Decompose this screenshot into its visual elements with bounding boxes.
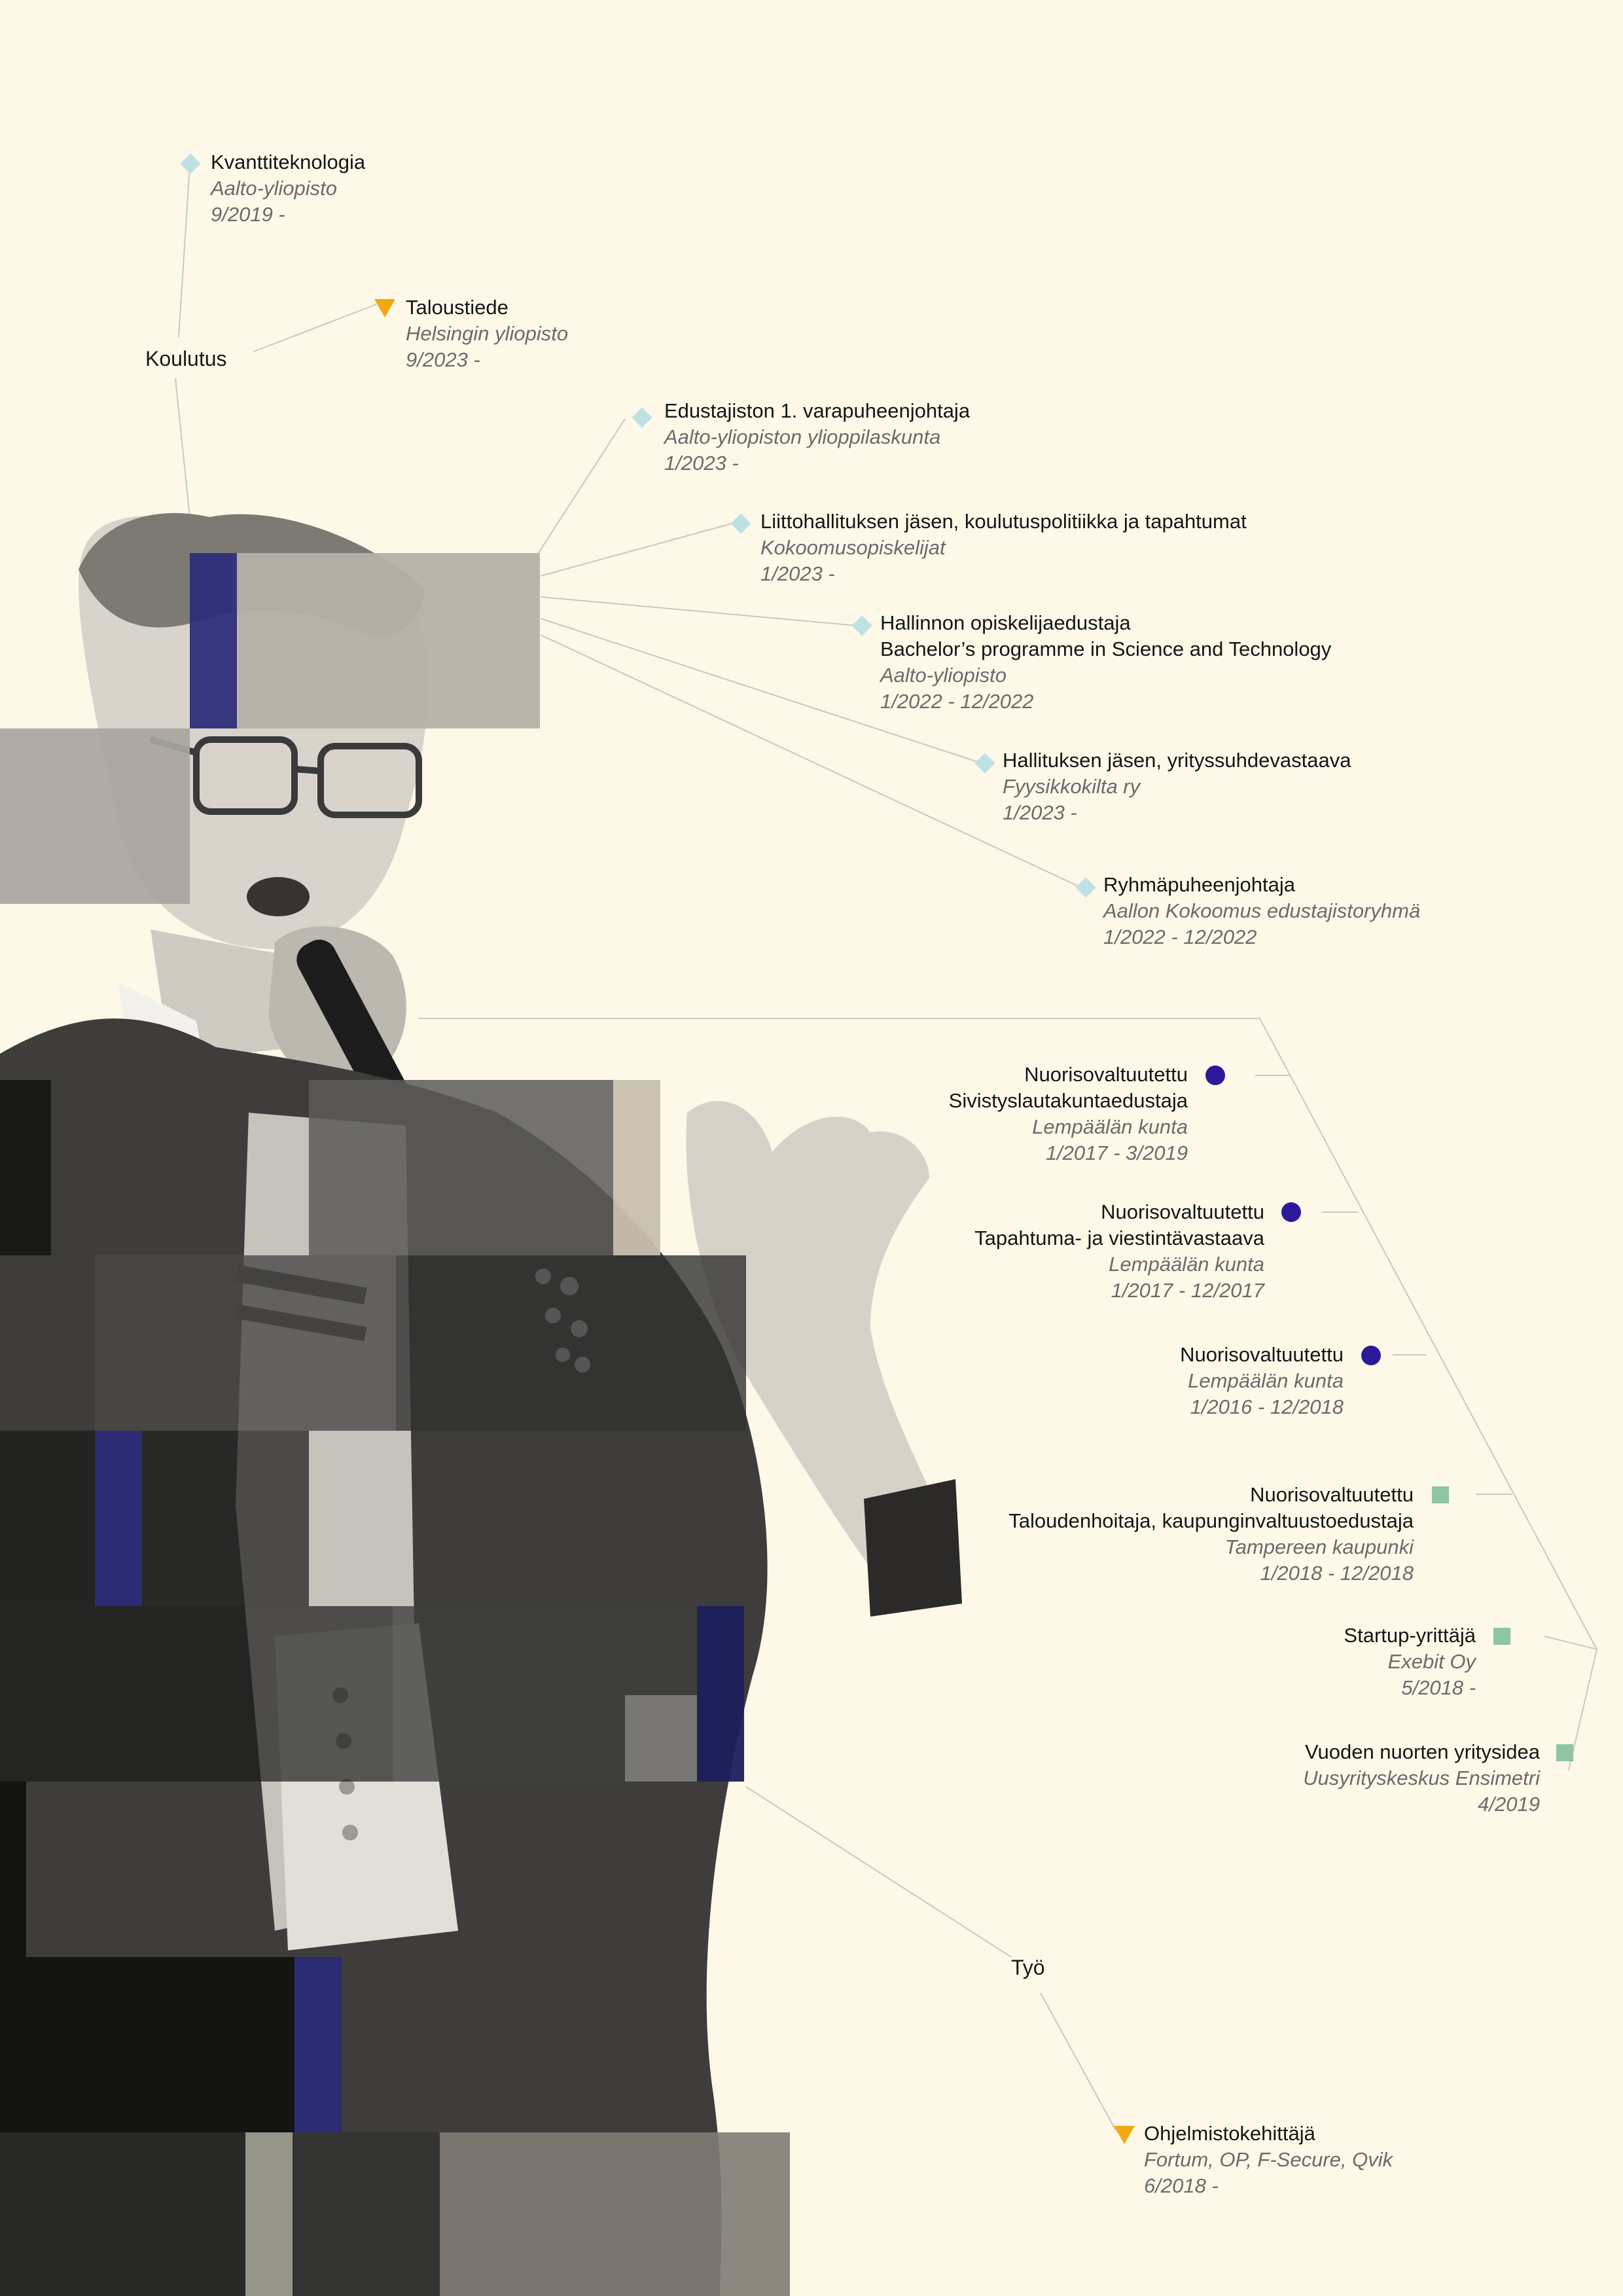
municipal-role-item: Nuorisovaltuutettu Lempäälän kunta 1/201… bbox=[1180, 1342, 1344, 1420]
highlight-triangle-icon bbox=[374, 299, 395, 317]
item-title: Vuoden nuorten yritysidea bbox=[1304, 1740, 1540, 1763]
item-org: Lempäälän kunta bbox=[1188, 1369, 1344, 1392]
item-title: Nuorisovaltuutettu bbox=[1250, 1483, 1414, 1506]
business-role-item: Vuoden nuorten yritysidea Uusyrityskesku… bbox=[1303, 1739, 1540, 1818]
item-title: Hallinnon opiskelijaedustaja bbox=[880, 611, 1131, 634]
item-org: Uusyrityskeskus Ensimetri bbox=[1303, 1767, 1540, 1789]
item-dates: 9/2019 - bbox=[211, 203, 285, 226]
business-square-icon bbox=[1493, 1628, 1510, 1645]
item-dates: 1/2018 - 12/2018 bbox=[1260, 1562, 1414, 1585]
municipal-dot-icon bbox=[1281, 1202, 1301, 1222]
item-org: Fortum, OP, F-Secure, Qvik bbox=[1144, 2148, 1393, 2171]
highlight-triangle-icon bbox=[1114, 2126, 1135, 2144]
municipal-dot-icon bbox=[1361, 1346, 1381, 1365]
item-dates: 1/2017 - 3/2019 bbox=[1045, 1141, 1188, 1164]
hub-work: Työ bbox=[1011, 1956, 1045, 1979]
item-org: Aalto-yliopiston ylioppilaskunta bbox=[664, 425, 941, 448]
item-org: Aalto-yliopisto bbox=[211, 177, 337, 200]
item-dates: 1/2023 - bbox=[1003, 801, 1077, 824]
item-title: Edustajiston 1. varapuheenjohtaja bbox=[664, 399, 971, 422]
item-title: Nuorisovaltuutettu bbox=[1180, 1343, 1344, 1366]
education-item: Kvanttiteknologia Aalto-yliopisto 9/2019… bbox=[211, 149, 365, 228]
student-role-item: Ryhmäpuheenjohtaja Aallon Kokoomus edust… bbox=[1103, 872, 1420, 950]
item-org: Helsingin yliopisto bbox=[406, 322, 569, 345]
item-org: Lempäälän kunta bbox=[1032, 1115, 1188, 1138]
item-dates: 1/2017 - 12/2017 bbox=[1111, 1279, 1264, 1302]
student-role-item: Liittohallituksen jäsen, koulutuspolitii… bbox=[760, 509, 1247, 587]
item-title: Ryhmäpuheenjohtaja bbox=[1103, 873, 1295, 896]
work-item: Ohjelmistokehittäjä Fortum, OP, F-Secure… bbox=[1144, 2121, 1393, 2199]
item-org: Tampereen kaupunki bbox=[1224, 1535, 1414, 1558]
item-title: Startup-yrittäjä bbox=[1344, 1624, 1476, 1647]
item-subtitle: Taloudenhoitaja, kaupunginvaltuustoedust… bbox=[1008, 1509, 1414, 1532]
item-title: Ohjelmistokehittäjä bbox=[1144, 2122, 1315, 2145]
item-title: Liittohallituksen jäsen, koulutuspolitii… bbox=[760, 510, 1247, 533]
item-subtitle: Sivistyslautakuntaedustaja bbox=[948, 1089, 1188, 1112]
item-title: Nuorisovaltuutettu bbox=[1024, 1063, 1188, 1086]
item-title: Taloustiede bbox=[406, 296, 508, 319]
item-title: Nuorisovaltuutettu bbox=[1101, 1200, 1264, 1223]
glitch-blocks bbox=[0, 553, 790, 2296]
municipal-dot-icon bbox=[1205, 1066, 1225, 1085]
item-org: Aalto-yliopisto bbox=[880, 664, 1007, 687]
item-dates: 4/2019 bbox=[1478, 1793, 1540, 1816]
item-org: Fyysikkokilta ry bbox=[1003, 775, 1141, 798]
portrait-collage bbox=[0, 512, 962, 2296]
municipal-role-item: Nuorisovaltuutettu Taloudenhoitaja, kaup… bbox=[1008, 1482, 1414, 1587]
municipal-role-item: Nuorisovaltuutettu Sivistyslautakuntaedu… bbox=[949, 1062, 1188, 1166]
item-org: Kokoomusopiskelijat bbox=[760, 536, 946, 559]
hub-education: Koulutus bbox=[145, 347, 227, 370]
item-org: Aallon Kokoomus edustajistoryhmä bbox=[1103, 899, 1421, 922]
student-role-item: Hallituksen jäsen, yrityssuhdevastaava F… bbox=[1003, 747, 1351, 826]
item-title: Kvanttiteknologia bbox=[211, 151, 366, 173]
item-title: Hallituksen jäsen, yrityssuhdevastaava bbox=[1003, 749, 1351, 772]
item-dates: 1/2022 - 12/2022 bbox=[1103, 925, 1257, 948]
item-subtitle: Bachelor’s programme in Science and Tech… bbox=[880, 637, 1332, 660]
item-dates: 1/2023 - bbox=[664, 452, 739, 475]
item-org: Lempäälän kunta bbox=[1109, 1253, 1264, 1276]
student-role-item: Edustajiston 1. varapuheenjohtaja Aalto-… bbox=[664, 398, 970, 476]
item-org: Exebit Oy bbox=[1387, 1650, 1476, 1673]
business-square-icon bbox=[1432, 1486, 1449, 1503]
item-dates: 9/2023 - bbox=[406, 348, 480, 371]
item-subtitle: Tapahtuma- ja viestintävastaava bbox=[974, 1227, 1264, 1249]
item-dates: 1/2022 - 12/2022 bbox=[880, 690, 1034, 713]
item-dates: 6/2018 - bbox=[1144, 2174, 1219, 2197]
municipal-role-item: Nuorisovaltuutettu Tapahtuma- ja viestin… bbox=[974, 1199, 1264, 1304]
student-role-item: Hallinnon opiskelijaedustaja Bachelor’s … bbox=[880, 610, 1331, 715]
business-role-item: Startup-yrittäjä Exebit Oy 5/2018 - bbox=[1344, 1623, 1476, 1701]
item-dates: 1/2016 - 12/2018 bbox=[1190, 1395, 1344, 1418]
business-square-icon bbox=[1556, 1744, 1573, 1761]
item-dates: 1/2023 - bbox=[760, 562, 835, 585]
item-dates: 5/2018 - bbox=[1401, 1676, 1476, 1699]
education-item: Taloustiede Helsingin yliopisto 9/2023 - bbox=[406, 295, 568, 373]
